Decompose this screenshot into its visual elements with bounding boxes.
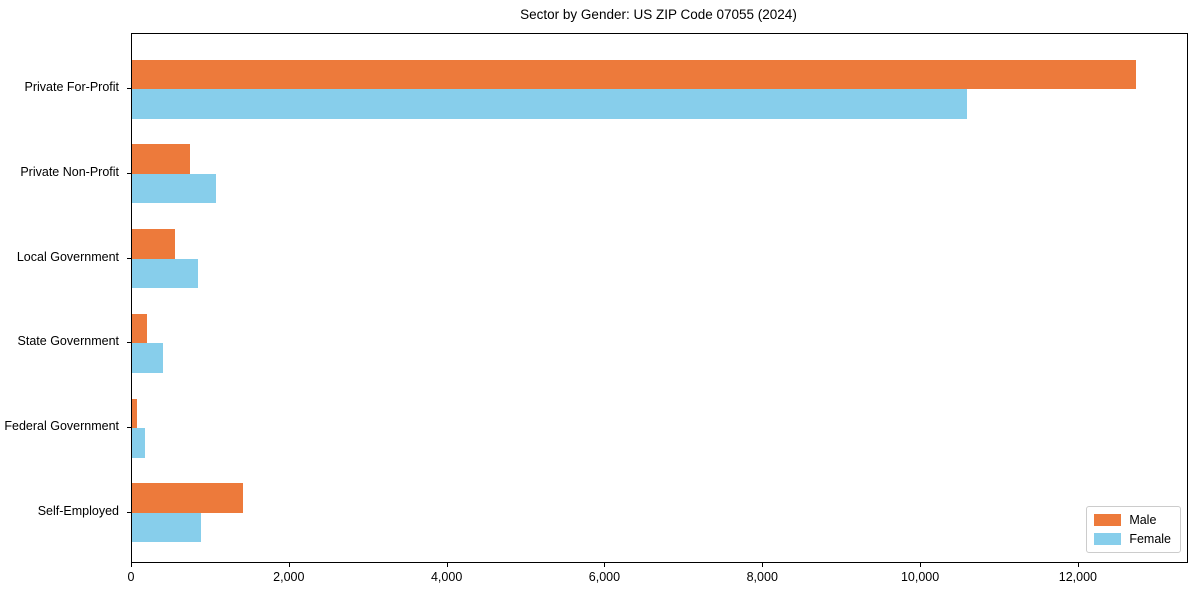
y-tick-label: State Government (17, 334, 119, 349)
x-tick-mark (131, 563, 132, 567)
bar-male (132, 313, 147, 344)
y-tick-label: Self-Employed (37, 503, 119, 518)
bar-male (132, 59, 1136, 89)
bar-male (132, 144, 190, 174)
x-tick-label: 4,000 (430, 570, 463, 584)
y-tick-mark (127, 257, 131, 259)
x-tick-mark (288, 563, 290, 567)
x-tick-label: 10,000 (900, 570, 940, 584)
x-tick-label: 12,000 (1058, 570, 1098, 584)
bar-male (132, 398, 138, 428)
x-tick-mark (1077, 563, 1079, 567)
x-tick-label: 6,000 (588, 570, 621, 584)
x-tick-mark (762, 563, 764, 567)
x-tick-label: 0 (127, 570, 135, 584)
y-tick-label: Local Government (16, 249, 119, 264)
legend-label-female: Female (1129, 532, 1171, 546)
x-tick-mark (920, 563, 922, 567)
y-tick-label: Private Non-Profit (20, 164, 119, 179)
legend-label-male: Male (1129, 513, 1157, 527)
plot-area: Male Female (131, 33, 1188, 563)
legend-swatch-male-icon (1094, 514, 1122, 526)
legend-item-male: Male (1094, 513, 1171, 527)
chart-title: Sector by Gender: US ZIP Code 07055 (202… (520, 7, 797, 22)
x-tick-mark (604, 563, 606, 567)
bar-male (132, 483, 244, 513)
bar-female (132, 428, 145, 458)
x-tick-mark (446, 563, 448, 567)
legend: Male Female (1086, 506, 1181, 553)
y-tick-mark (127, 172, 131, 174)
y-tick-label: Private For-Profit (24, 80, 119, 94)
bar-female (132, 89, 967, 119)
bar-male (132, 229, 175, 259)
x-tick-label: 2,000 (273, 570, 305, 584)
y-tick-mark (127, 511, 131, 513)
bar-female (132, 258, 198, 288)
bar-female (132, 512, 202, 543)
y-tick-mark (127, 342, 131, 344)
legend-item-female: Female (1094, 532, 1171, 546)
x-tick-label: 8,000 (746, 570, 778, 584)
bar-female (132, 343, 163, 373)
y-tick-mark (127, 88, 131, 89)
legend-swatch-female-icon (1094, 533, 1122, 545)
y-tick-mark (127, 427, 131, 428)
y-tick-label: Federal Government (4, 419, 119, 433)
bar-female (132, 173, 216, 204)
